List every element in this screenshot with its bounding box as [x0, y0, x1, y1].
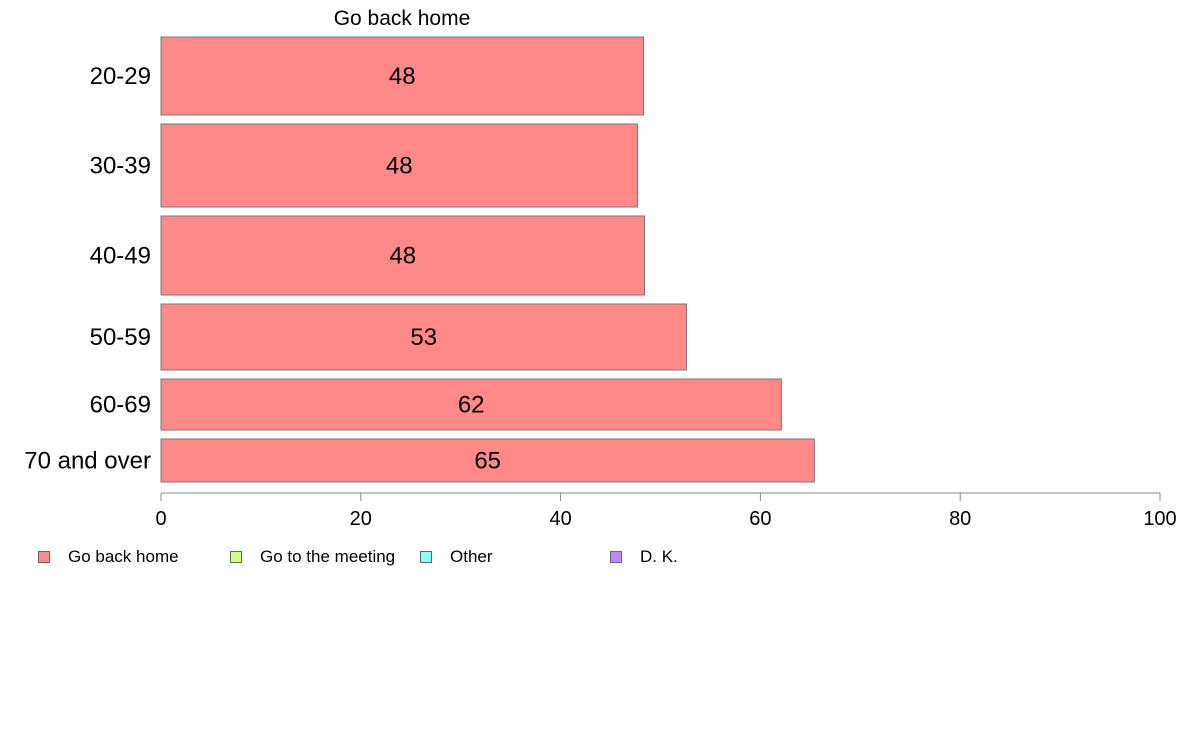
bar [160, 36, 645, 116]
category-label: 40-49 [90, 243, 151, 270]
category-label: 60-69 [90, 392, 151, 419]
bar-value-label: 53 [410, 324, 437, 351]
x-tick-label: 60 [749, 508, 771, 530]
legend-label: Go to the meeting [260, 547, 396, 566]
bars-group: 48 20-29 48 30-39 48 40-49 53 50-59 62 60-69 65 70 … [24, 36, 815, 483]
x-tick-label: 0 [155, 508, 166, 530]
bar-value-label: 65 [474, 448, 501, 475]
legend-item-go-back-home: Go back home [38, 546, 179, 568]
x-tick-label: 40 [549, 508, 571, 530]
legend: Go back home Go to the meeting Other D. … [38, 546, 1138, 568]
bar-value-label: 48 [389, 243, 416, 270]
legend-label: Other [450, 547, 493, 566]
x-tick-label: 80 [949, 508, 971, 530]
legend-swatch [420, 551, 432, 563]
bar [160, 303, 687, 371]
x-axis: 0 20 40 60 80 100 [155, 492, 1177, 530]
category-label: 30-39 [90, 153, 151, 180]
legend-item-go-to-the-meeting: Go to the meeting [230, 546, 395, 568]
chart-title: Go back home [334, 7, 471, 30]
legend-swatch [610, 551, 622, 563]
category-label: 70 and over [24, 448, 151, 475]
legend-item-other: Other [420, 546, 493, 568]
legend-label: Go back home [68, 547, 179, 566]
category-label: 20-29 [90, 63, 151, 90]
category-label: 50-59 [90, 324, 151, 351]
bar-value-label: 48 [389, 63, 416, 90]
x-tick-label: 100 [1143, 508, 1176, 530]
bar-value-label: 48 [386, 153, 413, 180]
x-tick-label: 20 [350, 508, 372, 530]
bar [160, 378, 782, 431]
bar [160, 123, 639, 208]
legend-label: D. K. [640, 547, 678, 566]
legend-swatch [230, 551, 242, 563]
legend-item-dk: D. K. [610, 546, 678, 568]
bar-value-label: 62 [458, 392, 485, 419]
bar [160, 215, 646, 296]
bar [160, 438, 815, 483]
legend-swatch [38, 551, 50, 563]
